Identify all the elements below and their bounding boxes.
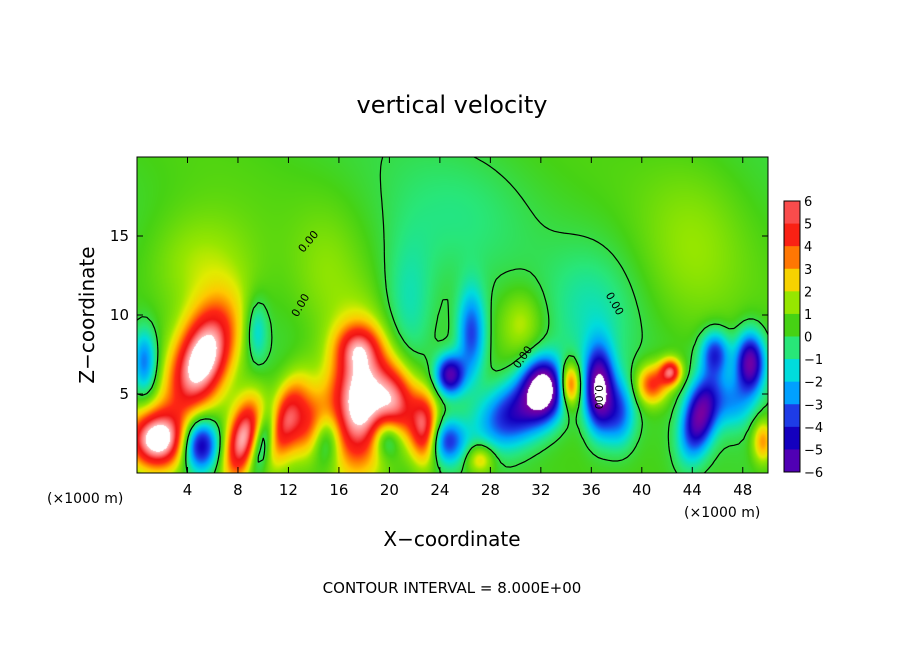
x-tick-label: 44 (683, 481, 702, 499)
x-tick-label: 32 (531, 481, 550, 499)
colorbar-swatch (784, 223, 800, 247)
velocity-field (137, 157, 768, 473)
y-tick-label: 15 (110, 227, 129, 245)
colorbar-frame (783, 200, 801, 473)
colorbar-tick-label: −3 (804, 398, 823, 413)
velocity-field-image (137, 157, 768, 473)
colorbar-tick-label: 4 (804, 240, 812, 255)
colorbar-tick-label: 6 (804, 195, 812, 210)
x-tick-label: 28 (481, 481, 500, 499)
colorbar-swatch (784, 336, 800, 360)
colorbar-swatch (784, 381, 800, 405)
colorbar-swatch (784, 246, 800, 270)
chart-title: vertical velocity (357, 91, 548, 119)
y-tick-label: 10 (110, 306, 129, 324)
colorbar-tick-label: −6 (804, 466, 823, 481)
x-axis-label: X−coordinate (383, 527, 520, 551)
colorbar-swatch (784, 359, 800, 383)
colorbar-tick-label: 2 (804, 285, 812, 300)
x-unit-left: (×1000 m) (47, 491, 123, 507)
colorbar-swatch (784, 313, 800, 337)
x-tick-label: 8 (233, 481, 243, 499)
x-axis-ticks: 4 8 12 16 20 24 28 32 36 40 44 48 (183, 157, 752, 499)
colorbar-tick-label: 0 (804, 331, 812, 346)
colorbar-swatch (784, 426, 800, 450)
colorbar-swatch (784, 291, 800, 315)
colorbar-swatch (784, 404, 800, 428)
colorbar-tick-label: 5 (804, 218, 812, 233)
x-tick-label: 40 (632, 481, 651, 499)
x-tick-label: 48 (733, 481, 752, 499)
x-tick-label: 12 (279, 481, 298, 499)
colorbar-tick-label: 1 (804, 308, 812, 323)
x-tick-label: 24 (430, 481, 449, 499)
zero-contours (136, 156, 769, 474)
x-tick-label: 16 (329, 481, 348, 499)
colorbar-tick-label: −4 (804, 421, 823, 436)
x-tick-label: 36 (582, 481, 601, 499)
colorbar-swatch (784, 268, 800, 292)
x-tick-label: 20 (380, 481, 399, 499)
colorbar-tick-label: 3 (804, 263, 812, 278)
contour-label: 0.00 (592, 385, 605, 410)
x-unit-right: (×1000 m) (684, 505, 760, 521)
zero-contour-lines (136, 156, 769, 474)
colorbar: 6 5 4 3 2 1 0 −1 −2 −3 −4 −5 −6 (783, 195, 823, 481)
colorbar-swatch (784, 201, 800, 225)
y-tick-label: 5 (119, 385, 129, 403)
colorbar-tick-label: −5 (804, 443, 823, 458)
colorbar-tick-label: −2 (804, 376, 823, 391)
contour-interval-note: CONTOUR INTERVAL = 8.000E+00 (323, 579, 582, 597)
y-axis-ticks: 5 10 15 (110, 227, 768, 403)
x-tick-label: 4 (183, 481, 193, 499)
colorbar-swatch (784, 449, 800, 473)
colorbar-tick-label: −1 (804, 353, 823, 368)
y-axis-label: Z−coordinate (75, 246, 99, 383)
